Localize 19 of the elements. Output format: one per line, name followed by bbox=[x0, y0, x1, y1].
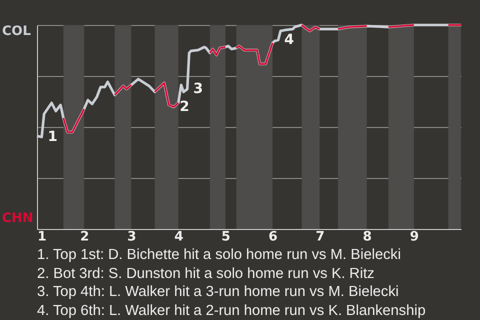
x-tick-label: 9 bbox=[410, 230, 419, 244]
text: 4. Top 6th: L. Walker hit a 2-run home run vs K. Blankenship bbox=[37, 302, 426, 320]
x-tick-label: 3 bbox=[127, 230, 136, 244]
x-tick-label: 1 bbox=[38, 230, 47, 244]
x-tick-label: 6 bbox=[268, 230, 278, 244]
x-tick-label: 2 bbox=[80, 230, 90, 244]
x-tick-label: 4 bbox=[174, 230, 184, 244]
x-tick-label: 5 bbox=[221, 230, 230, 244]
x-tick-label: 8 bbox=[362, 230, 372, 244]
annotation: 1 bbox=[48, 128, 58, 145]
text: CHN bbox=[2, 211, 34, 226]
x-tick-label: 7 bbox=[316, 230, 325, 244]
text: COL bbox=[2, 24, 31, 39]
text: 2. Bot 3rd: S. Dunston hit a solo home run vs K. Ritz bbox=[37, 264, 376, 283]
annotation: 2 bbox=[180, 99, 190, 116]
text: 3. Top 4th: L. Walker hit a 3-run home run vs M. Bielecki bbox=[37, 283, 400, 302]
annotation: 3 bbox=[193, 81, 204, 98]
text: 1. Top 1st: D. Bichette hit a solo home run vs M. Bielecki bbox=[37, 246, 402, 264]
annotation: 4 bbox=[284, 32, 294, 48]
